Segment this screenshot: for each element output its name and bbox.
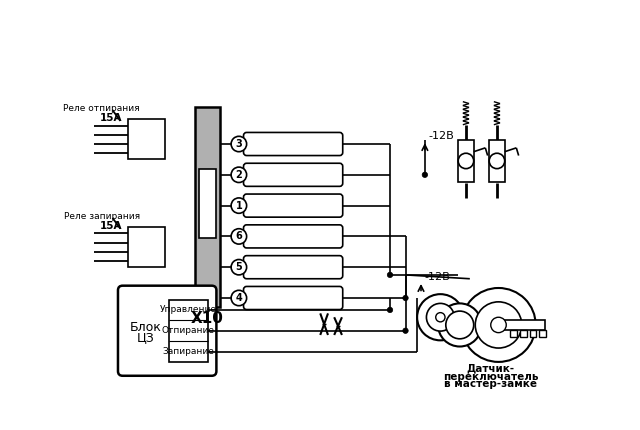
Text: 15А: 15А <box>100 113 122 123</box>
Circle shape <box>231 259 246 275</box>
Text: X10: X10 <box>191 310 223 326</box>
Text: -12В: -12В <box>429 131 454 141</box>
Circle shape <box>436 313 445 322</box>
Text: Блок: Блок <box>130 321 162 334</box>
Circle shape <box>231 229 246 244</box>
FancyBboxPatch shape <box>244 286 343 310</box>
FancyBboxPatch shape <box>118 286 216 376</box>
FancyBboxPatch shape <box>244 256 343 279</box>
Circle shape <box>426 304 454 331</box>
Text: Датчик-: Датчик- <box>467 364 515 374</box>
Text: 15А: 15А <box>100 221 122 230</box>
Bar <box>510 330 517 337</box>
Circle shape <box>403 328 408 333</box>
Text: Реле запирания: Реле запирания <box>63 212 140 221</box>
Circle shape <box>387 307 393 313</box>
Bar <box>520 330 527 337</box>
Text: переключатель: переключатель <box>443 372 538 381</box>
Circle shape <box>231 290 246 306</box>
Circle shape <box>417 294 463 341</box>
Circle shape <box>491 317 506 333</box>
Text: Управление: Управление <box>160 305 217 314</box>
Circle shape <box>446 311 474 339</box>
Circle shape <box>458 153 474 169</box>
FancyBboxPatch shape <box>244 225 343 248</box>
Circle shape <box>231 167 246 182</box>
Bar <box>198 169 216 238</box>
Bar <box>539 330 546 337</box>
FancyBboxPatch shape <box>244 163 343 186</box>
Text: -12В: -12В <box>425 272 451 282</box>
Text: в мастер-замке: в мастер-замке <box>444 379 537 389</box>
Circle shape <box>461 288 536 362</box>
Bar <box>489 140 505 182</box>
Text: 4: 4 <box>236 293 243 303</box>
Circle shape <box>422 172 428 178</box>
Bar <box>169 300 208 362</box>
Text: 1: 1 <box>236 201 243 211</box>
Text: Запирание: Запирание <box>163 347 214 356</box>
Text: 3: 3 <box>236 139 243 149</box>
Bar <box>529 330 536 337</box>
Text: 5: 5 <box>236 262 243 272</box>
Text: 6: 6 <box>236 231 243 241</box>
Circle shape <box>403 295 408 301</box>
FancyBboxPatch shape <box>244 194 343 217</box>
Circle shape <box>231 136 246 152</box>
Bar <box>128 227 165 267</box>
Circle shape <box>438 304 481 347</box>
Bar <box>128 120 165 160</box>
Bar <box>195 107 220 307</box>
Text: Отпирание: Отпирание <box>162 326 215 335</box>
Bar <box>458 140 474 182</box>
Text: Реле отпирания: Реле отпирания <box>63 104 140 113</box>
Bar <box>499 319 545 330</box>
Text: 2: 2 <box>236 170 243 180</box>
Circle shape <box>489 153 505 169</box>
Circle shape <box>476 302 522 348</box>
Circle shape <box>231 198 246 213</box>
Text: ЦЗ: ЦЗ <box>137 332 155 344</box>
FancyBboxPatch shape <box>244 132 343 156</box>
Circle shape <box>387 272 393 278</box>
